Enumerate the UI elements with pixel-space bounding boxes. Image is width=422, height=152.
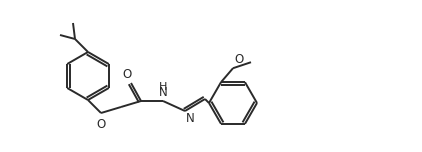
Text: O: O [96,118,106,131]
Text: O: O [234,53,243,66]
Text: N: N [159,86,168,99]
Text: H: H [159,82,167,92]
Text: N: N [186,112,195,125]
Text: O: O [122,68,132,81]
